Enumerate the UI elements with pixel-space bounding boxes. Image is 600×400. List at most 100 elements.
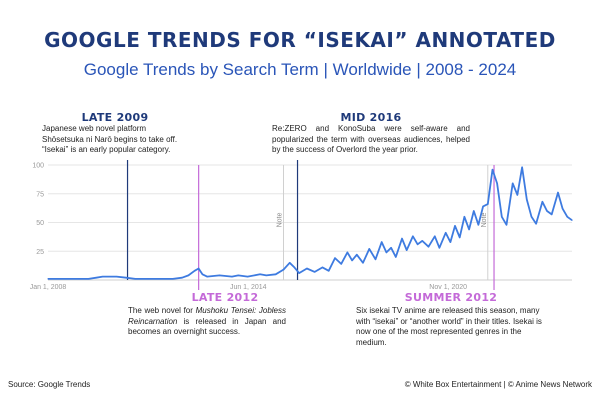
data-point-13 [181,277,183,279]
data-point-75 [546,210,548,212]
note-label-0: Note [276,213,283,228]
data-point-25 [275,273,277,275]
data-point-51 [427,246,430,248]
data-point-47 [406,249,408,251]
series-line [48,166,573,280]
data-point-34 [334,257,336,259]
page-subtitle: Google Trends by Search Term | Worldwide… [83,60,517,79]
data-point-5 [102,276,104,278]
data-point-67 [505,224,508,226]
chart-series [47,166,573,280]
data-point-56 [454,225,456,227]
data-point-9 [134,278,136,280]
annotation-late-2009-heading: LATE 2009 [81,111,149,124]
data-point-49 [417,243,419,245]
data-point-54 [445,232,447,234]
data-point-64 [491,169,494,171]
data-point-61 [477,224,479,226]
data-point-3 [87,278,90,280]
data-point-36 [346,251,348,253]
data-point-28 [293,266,295,268]
y-tick-label-50: 50 [36,220,44,227]
data-point-70 [521,166,523,168]
data-point-37 [351,259,353,261]
annotation-summer-2012-text: Six isekai TV anime are released this se… [356,306,542,347]
data-point-6 [109,276,111,278]
data-point-46 [401,238,403,240]
data-point-63 [487,203,489,205]
data-point-66 [501,216,503,218]
data-point-62 [482,205,484,207]
data-point-8 [125,277,127,279]
annotation-late-2012-text: The web novel for Mushoku Tensei: Jobles… [128,306,286,338]
data-point-58 [463,216,465,218]
data-point-12 [172,278,174,280]
data-point-57 [459,236,461,238]
data-point-10 [147,278,149,280]
x-tick-label-1: Jun 1, 2014 [230,284,267,291]
data-point-52 [434,235,436,237]
data-point-31 [314,271,316,273]
data-point-69 [516,194,519,196]
data-point-44 [390,247,392,249]
data-point-14 [187,274,189,276]
data-point-55 [449,241,451,243]
data-point-73 [535,223,537,225]
data-point-45 [395,256,397,258]
data-point-0 [47,278,49,280]
data-point-50 [421,240,423,242]
data-point-78 [562,208,564,210]
data-point-60 [473,210,475,212]
data-point-27 [289,262,291,264]
data-point-39 [362,262,364,264]
data-point-53 [438,247,440,249]
data-point-79 [566,216,568,218]
chart-grid [48,164,572,281]
annotation-late-2012-text-post: is released in Japan and becomes an over… [128,316,286,337]
y-tick-label-100: 100 [32,163,44,170]
data-point-7 [116,276,118,278]
y-tick-label-75: 75 [36,191,44,198]
data-point-22 [247,276,249,278]
data-point-43 [385,251,387,253]
data-point-72 [530,216,533,218]
data-point-33 [328,270,330,272]
data-point-15 [194,270,196,272]
annotation-late-2009-text: Japanese web novel platform Shōsetsuka n… [42,124,178,154]
data-point-32 [321,266,324,268]
x-tick-label-2: Nov 1, 2020 [429,284,467,291]
data-point-77 [557,192,559,194]
data-point-1 [63,278,65,280]
annotation-late-2012-text-pre: The web novel for [128,306,196,315]
credit-note: © White Box Entertainment | © Anime News… [404,380,592,389]
data-point-74 [541,201,544,203]
data-point-24 [265,274,267,276]
data-point-38 [356,254,358,256]
annotation-summer-2012-heading: SUMMER 2012 [404,291,498,304]
data-point-42 [381,241,383,243]
x-tick-label-0: Jan 1, 2008 [30,284,67,291]
data-point-26 [282,269,285,271]
annotation-late-2012-title: Mushoku Tensei: Jobless Reincarnation [128,306,287,326]
data-point-21 [237,274,239,276]
data-point-76 [551,213,553,215]
annotation-mid-2016-heading: MID 2016 [340,111,402,124]
data-point-71 [526,198,528,201]
data-point-23 [259,273,261,275]
data-point-59 [468,228,470,230]
data-point-40 [368,248,370,250]
data-point-35 [340,263,342,265]
data-point-80 [571,219,573,221]
y-tick-label-25: 25 [36,249,44,256]
data-point-41 [374,258,377,260]
annotation-late-2012-heading: LATE 2012 [191,291,259,304]
data-point-65 [496,182,498,184]
data-point-16 [198,267,200,270]
data-point-29 [298,272,300,274]
data-point-11 [162,278,164,280]
data-point-20 [231,276,233,278]
data-point-18 [206,276,208,278]
data-point-17 [201,273,203,275]
chart-axis-labels: 25 50 75 100 Jan 1, 2008 Jun 1, 2014 Nov 1, 20… [30,163,488,292]
